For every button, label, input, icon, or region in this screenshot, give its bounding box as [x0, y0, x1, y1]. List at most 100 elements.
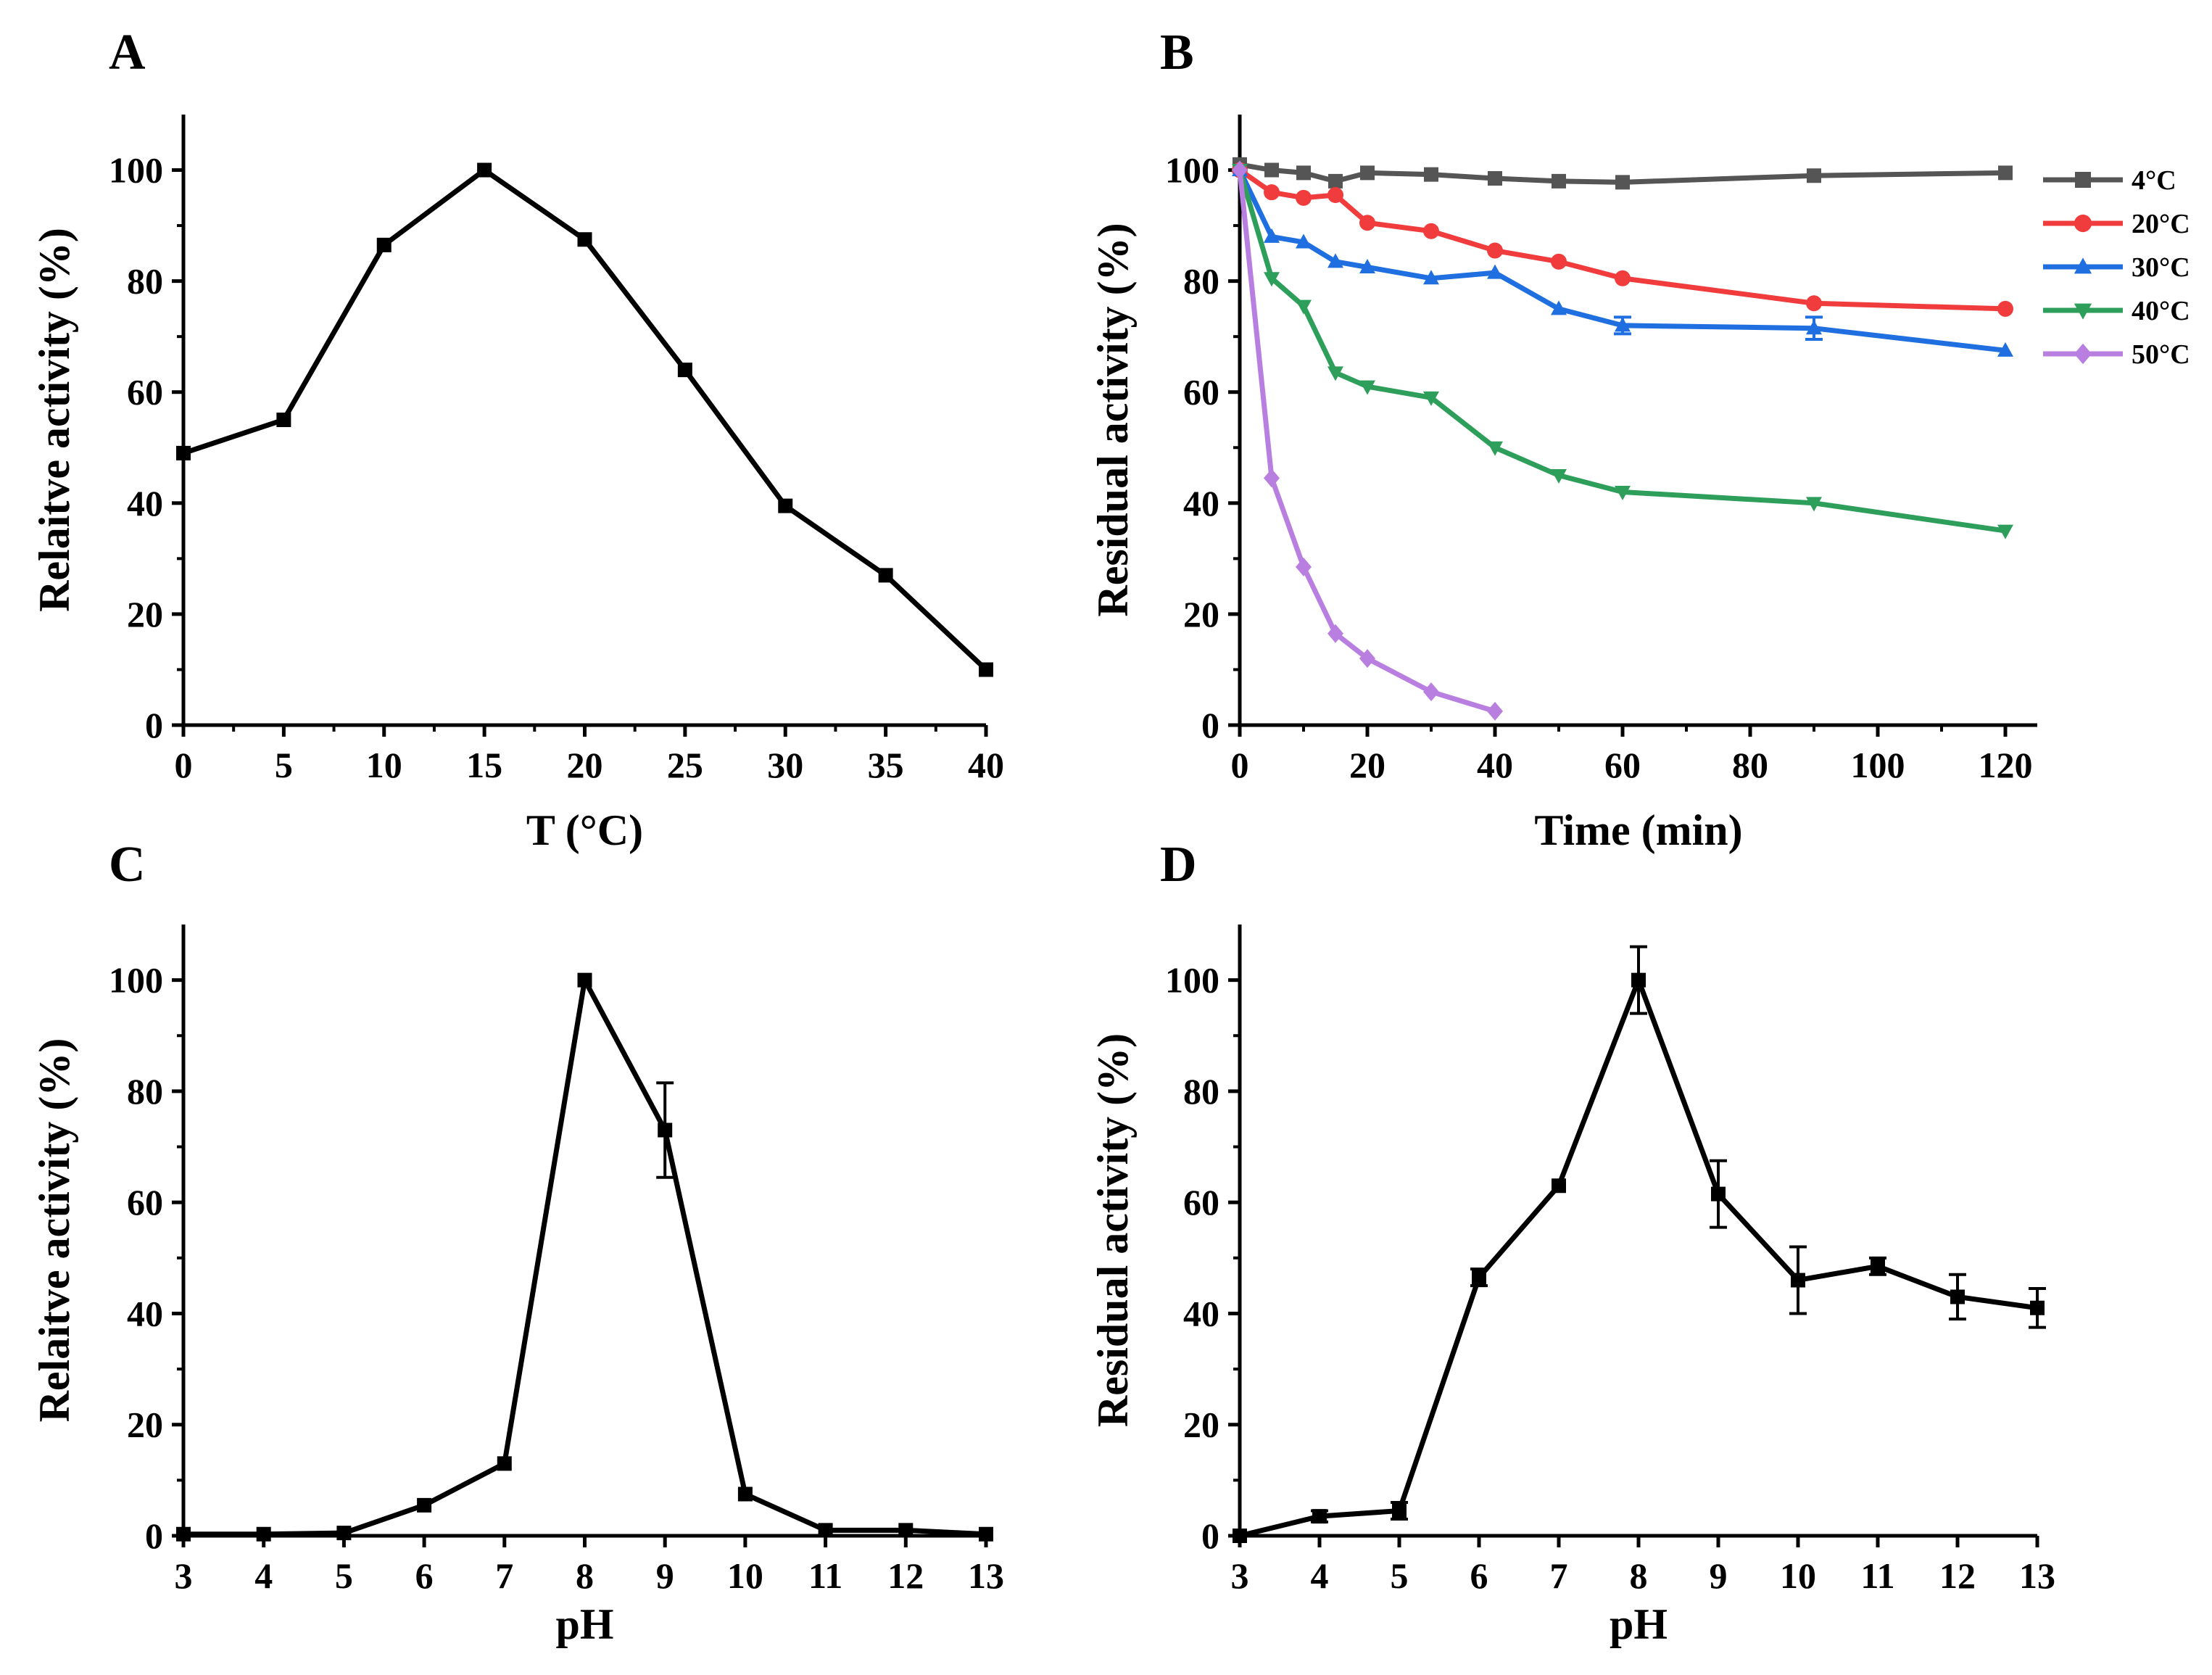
data-point: [818, 1523, 833, 1538]
data-point: [1312, 1509, 1327, 1524]
panel-a: A 0 20 40 60 80 100 0 5 10 15 20 25 30 35 40 T (°C) Relai…: [30, 25, 1004, 854]
x-axis-title: pH: [1610, 1600, 1668, 1648]
y-tick-label: 100: [109, 150, 163, 191]
x-tick-label: 13: [2019, 1555, 2055, 1596]
y-axis-title: Residual activity (%): [1089, 223, 1137, 616]
data-point: [778, 498, 793, 513]
x-tick-label: 25: [667, 745, 703, 785]
data-point: [1296, 233, 1312, 249]
data-point: [979, 662, 993, 677]
data-point: [1807, 168, 1821, 183]
legend-marker: [2074, 343, 2092, 365]
y-tick-label: 0: [1201, 1515, 1219, 1556]
data-point: [1264, 272, 1280, 287]
y-axis-title: Residual activity (%): [1089, 1033, 1137, 1427]
series-activity: [1233, 945, 2046, 1543]
data-point: [1472, 1270, 1486, 1285]
x-tick-label: 9: [1710, 1555, 1728, 1596]
panel-letter: B: [1160, 25, 1194, 80]
series-40C: [1232, 164, 2013, 539]
data-point: [1487, 701, 1503, 721]
data-point: [1296, 189, 1312, 206]
data-point: [1997, 300, 2013, 317]
x-tick-label: 7: [495, 1555, 513, 1596]
data-point: [1327, 366, 1343, 381]
y-tick-label: 100: [109, 960, 163, 1001]
legend: 4°C 20°C 30°C 40°C 50°C: [2043, 165, 2190, 370]
data-point: [737, 1486, 753, 1502]
data-point: [1487, 242, 1503, 259]
y-tick-label: 20: [127, 594, 163, 634]
data-point: [979, 1526, 993, 1542]
x-tick-label: 40: [1477, 745, 1513, 785]
y-tick-label: 80: [1183, 1071, 1219, 1112]
data-point: [1487, 264, 1503, 279]
y-axis-title: Relaitve activity (%): [30, 228, 78, 612]
legend-marker: [2075, 172, 2091, 188]
data-point: [1615, 317, 1631, 332]
y-tick-label: 0: [145, 705, 163, 745]
y-axis-title: Relaitve activity (%): [30, 1038, 78, 1423]
y-tick-label: 40: [127, 483, 163, 524]
data-point: [1327, 253, 1343, 268]
legend-marker: [2074, 257, 2092, 274]
data-point: [1359, 649, 1375, 669]
legend-label: 40°C: [2132, 296, 2190, 326]
data-point: [1264, 228, 1280, 243]
y-tick-label: 0: [1201, 705, 1219, 745]
x-tick-label: 10: [1780, 1555, 1816, 1596]
x-tick-label: 0: [175, 745, 193, 785]
y-tick-label: 40: [127, 1293, 163, 1333]
data-point: [497, 1456, 512, 1471]
data-point: [1551, 300, 1567, 315]
y-tick-label: 80: [1183, 261, 1219, 302]
data-point: [1264, 162, 1279, 178]
data-point: [1950, 1289, 1965, 1304]
x-tick-label: 8: [1630, 1555, 1648, 1596]
x-tick-label: 3: [1231, 1555, 1249, 1596]
x-axis-title: Time (min): [1534, 806, 1742, 854]
data-point: [1359, 215, 1375, 231]
x-tick-label: 9: [656, 1555, 674, 1596]
data-point: [577, 972, 592, 988]
data-point: [1328, 173, 1343, 189]
x-tick-label: 20: [1349, 745, 1385, 785]
data-point: [1487, 441, 1503, 456]
data-point: [1791, 1273, 1805, 1288]
data-point: [1359, 259, 1375, 273]
panel-letter: A: [109, 25, 146, 80]
data-point: [1806, 295, 1822, 312]
data-point: [1327, 186, 1343, 203]
data-point: [1998, 165, 2013, 181]
y-tick-label: 100: [1165, 960, 1219, 1001]
data-point: [1423, 391, 1439, 406]
data-point: [1327, 624, 1343, 643]
x-axis-title: pH: [555, 1600, 613, 1648]
data-point: [276, 413, 291, 427]
x-tick-label: 5: [1391, 1555, 1409, 1596]
panel-b: B 0 20 40 60 80 100 0 20 40 60 80 100 120 Time (min) Re…: [1089, 25, 2190, 854]
data-point: [1424, 167, 1438, 182]
series-50C: [1232, 160, 1503, 721]
data-point: [1360, 165, 1375, 181]
data-point: [1296, 299, 1312, 315]
x-tick-label: 30: [767, 745, 803, 785]
data-point: [1551, 253, 1567, 270]
series-4C: [1233, 157, 2013, 190]
x-tick-label: 8: [576, 1555, 594, 1596]
data-point: [1392, 1503, 1407, 1518]
data-point: [898, 1523, 914, 1538]
x-tick-label: 12: [1939, 1555, 1976, 1596]
data-point: [1423, 223, 1439, 239]
y-tick-label: 60: [127, 372, 163, 413]
data-point: [1997, 342, 2013, 357]
data-point: [1488, 171, 1502, 186]
legend-marker: [2074, 303, 2092, 320]
data-point: [1296, 165, 1311, 181]
data-point: [1296, 557, 1312, 576]
y-tick-label: 80: [127, 261, 163, 302]
y-tick-label: 40: [1183, 483, 1219, 524]
data-point: [1806, 320, 1822, 335]
data-point: [1997, 524, 2013, 539]
x-tick-label: 4: [254, 1555, 273, 1596]
